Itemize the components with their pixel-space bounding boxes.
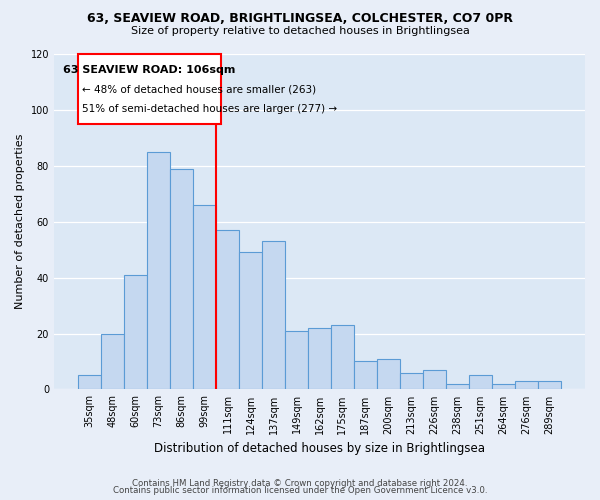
Text: 51% of semi-detached houses are larger (277) →: 51% of semi-detached houses are larger (… <box>82 104 337 115</box>
Y-axis label: Number of detached properties: Number of detached properties <box>15 134 25 310</box>
Bar <box>492 384 515 390</box>
Bar <box>193 205 216 390</box>
Bar <box>400 372 423 390</box>
Bar <box>78 376 101 390</box>
Bar <box>101 334 124 390</box>
Text: Contains HM Land Registry data © Crown copyright and database right 2024.: Contains HM Land Registry data © Crown c… <box>132 478 468 488</box>
Bar <box>377 358 400 390</box>
Text: 63, SEAVIEW ROAD, BRIGHTLINGSEA, COLCHESTER, CO7 0PR: 63, SEAVIEW ROAD, BRIGHTLINGSEA, COLCHES… <box>87 12 513 26</box>
Bar <box>538 381 561 390</box>
X-axis label: Distribution of detached houses by size in Brightlingsea: Distribution of detached houses by size … <box>154 442 485 455</box>
Bar <box>147 152 170 390</box>
FancyBboxPatch shape <box>78 54 221 124</box>
Bar <box>239 252 262 390</box>
Bar <box>216 230 239 390</box>
Bar <box>308 328 331 390</box>
Bar <box>446 384 469 390</box>
Text: 63 SEAVIEW ROAD: 106sqm: 63 SEAVIEW ROAD: 106sqm <box>63 65 236 75</box>
Bar <box>262 242 285 390</box>
Bar <box>469 376 492 390</box>
Bar <box>170 168 193 390</box>
Bar <box>515 381 538 390</box>
Bar <box>124 275 147 390</box>
Text: ← 48% of detached houses are smaller (263): ← 48% of detached houses are smaller (26… <box>82 84 316 94</box>
Text: Size of property relative to detached houses in Brightlingsea: Size of property relative to detached ho… <box>131 26 469 36</box>
Bar <box>354 362 377 390</box>
Text: Contains public sector information licensed under the Open Government Licence v3: Contains public sector information licen… <box>113 486 487 495</box>
Bar <box>285 330 308 390</box>
Bar <box>423 370 446 390</box>
Bar <box>331 325 354 390</box>
